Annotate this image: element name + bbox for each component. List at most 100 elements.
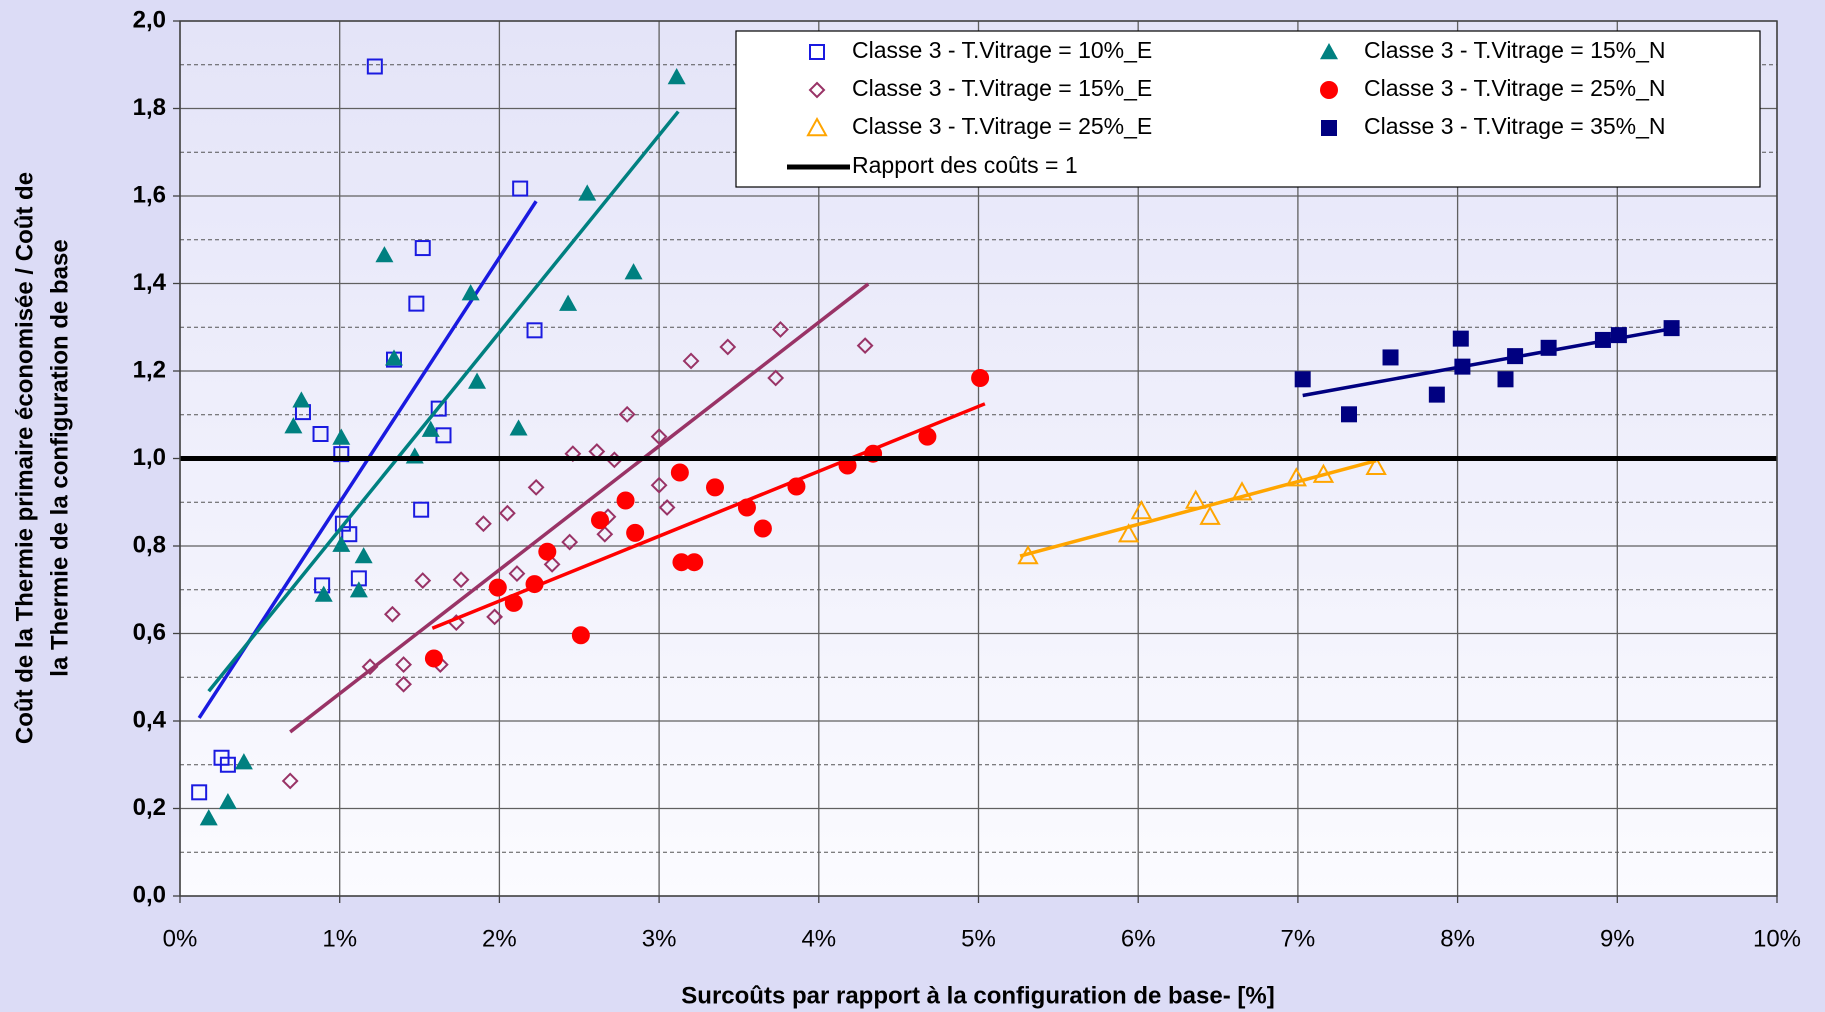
- marker: [395, 675, 412, 693]
- marker: [667, 68, 686, 85]
- marker: [571, 626, 590, 645]
- marker: [650, 476, 668, 494]
- marker: [1285, 467, 1308, 487]
- marker: [1117, 523, 1140, 543]
- marker: [1382, 349, 1399, 366]
- y-axis-label: Coût de la Thermie primaire économisée /…: [11, 172, 38, 744]
- x-tick-label: 8%: [1440, 925, 1475, 952]
- marker: [591, 511, 610, 530]
- marker: [618, 405, 636, 423]
- marker: [413, 501, 430, 518]
- marker: [461, 284, 480, 301]
- marker: [383, 605, 401, 623]
- marker: [1452, 330, 1469, 347]
- trend-line: [207, 110, 680, 693]
- y-axis-label: la Thermie de la configuration de base: [46, 239, 73, 676]
- marker: [705, 478, 724, 497]
- trend-line: [1302, 326, 1676, 398]
- marker: [384, 349, 403, 366]
- marker: [578, 184, 597, 201]
- marker: [509, 419, 528, 436]
- marker: [538, 542, 557, 561]
- marker: [468, 372, 487, 389]
- marker: [971, 369, 990, 387]
- marker: [414, 240, 431, 257]
- y-tick-label: 1,6: [133, 181, 166, 208]
- x-tick-label: 2%: [482, 925, 517, 952]
- marker: [314, 585, 333, 602]
- marker: [333, 446, 350, 463]
- y-tick-label: 1,0: [133, 444, 166, 471]
- marker: [218, 792, 237, 810]
- marker: [366, 58, 383, 75]
- marker: [421, 420, 440, 437]
- marker: [452, 571, 470, 589]
- marker: [767, 369, 785, 387]
- marker: [1294, 371, 1311, 388]
- x-tick-label: 7%: [1281, 925, 1316, 952]
- marker: [856, 337, 874, 355]
- marker: [332, 535, 351, 552]
- marker: [354, 547, 373, 564]
- marker: [488, 578, 507, 597]
- y-tick-label: 0,2: [133, 794, 166, 821]
- x-tick-label: 10%: [1753, 925, 1801, 952]
- x-axis-label: Surcoûts par rapport à la configuration …: [681, 982, 1274, 1009]
- marker: [199, 809, 218, 826]
- marker: [1199, 505, 1221, 525]
- x-tick-label: 6%: [1121, 925, 1156, 952]
- marker: [1231, 481, 1253, 501]
- trend-line: [431, 402, 986, 630]
- marker: [284, 417, 303, 434]
- marker: [561, 533, 579, 551]
- y-tick-label: 1,8: [133, 94, 166, 121]
- trend-line: [1019, 458, 1377, 558]
- marker: [1341, 406, 1358, 423]
- trend-line: [289, 282, 870, 734]
- legend-box: [735, 30, 1761, 188]
- marker: [672, 553, 691, 572]
- marker: [292, 391, 311, 408]
- y-tick-label: 1,2: [133, 356, 166, 383]
- marker: [719, 338, 737, 356]
- marker: [626, 523, 645, 542]
- marker: [918, 427, 937, 446]
- marker: [685, 553, 704, 572]
- x-tick-label: 5%: [961, 925, 996, 952]
- x-tick-label: 1%: [322, 925, 357, 952]
- legend-marker: [806, 116, 828, 137]
- legend-marker: [1320, 43, 1338, 60]
- marker: [527, 478, 545, 496]
- marker: [408, 295, 425, 312]
- legend-marker: [1321, 120, 1337, 136]
- marker: [430, 400, 447, 417]
- legend-marker: [809, 44, 825, 60]
- marker: [1130, 499, 1153, 520]
- y-tick-label: 1,4: [133, 269, 167, 296]
- marker: [1428, 386, 1445, 403]
- y-tick-label: 0,4: [133, 706, 167, 733]
- marker: [658, 499, 676, 516]
- legend-label: Rapport des coûts = 1: [852, 152, 1078, 178]
- marker: [219, 756, 236, 773]
- marker: [670, 463, 689, 482]
- marker: [616, 491, 635, 510]
- x-tick-label: 3%: [642, 925, 677, 952]
- y-tick-label: 0,6: [133, 619, 166, 646]
- legend-label: Classe 3 - T.Vitrage = 10%_E: [852, 37, 1152, 63]
- marker: [512, 180, 529, 197]
- marker: [312, 426, 329, 442]
- x-tick-label: 4%: [801, 925, 836, 952]
- marker: [475, 515, 492, 533]
- legend-marker: [1320, 81, 1338, 99]
- marker: [559, 294, 578, 311]
- marker: [234, 753, 253, 770]
- plot-border: [179, 20, 1778, 897]
- marker: [526, 322, 543, 339]
- legend-label: Classe 3 - T.Vitrage = 25%_E: [852, 113, 1152, 139]
- x-tick-label: 0%: [163, 925, 198, 952]
- legend-label: Classe 3 - T.Vitrage = 25%_N: [1364, 75, 1666, 101]
- marker: [332, 428, 351, 445]
- marker: [414, 572, 432, 589]
